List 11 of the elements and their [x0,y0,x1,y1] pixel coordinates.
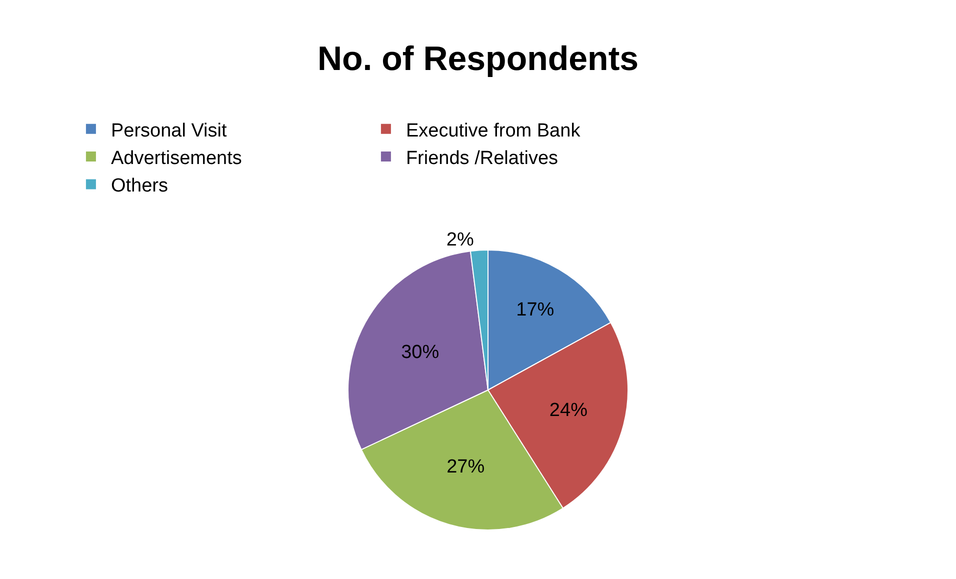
data-label: 30% [401,342,440,364]
legend-label: Others [110,176,168,197]
data-label: 17% [516,300,554,321]
legend-label: Executive from Bank [406,120,581,142]
data-label: 27% [446,456,485,478]
legend-label: Personal Visit [110,120,228,142]
data-label: 24% [549,400,588,422]
data-label: 2% [446,229,474,250]
legend-label: Friends /Relatives [406,148,558,169]
legend-label: Advertisements [110,148,242,169]
chart-title: No. of Respondents [317,40,639,78]
